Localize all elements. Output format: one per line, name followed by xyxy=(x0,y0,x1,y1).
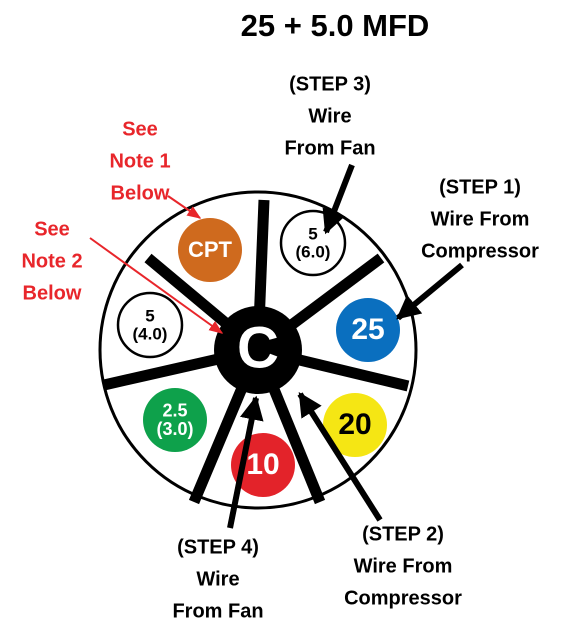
red-arrows xyxy=(89,195,224,334)
callout-label: Wire xyxy=(196,568,239,590)
terminal-label: 25 xyxy=(351,313,384,346)
callout-label: Note 2 xyxy=(21,250,82,272)
arrows xyxy=(227,163,464,529)
terminal-label: (6.0) xyxy=(296,242,331,261)
callout-label: From Fan xyxy=(284,137,375,159)
callout-label: Wire From xyxy=(431,208,530,230)
terminal xyxy=(336,298,400,362)
common-label: C xyxy=(237,315,279,380)
terminal-label: (3.0) xyxy=(156,419,193,439)
callout-label: Below xyxy=(23,282,82,304)
terminal xyxy=(143,388,207,452)
terminal xyxy=(116,291,184,359)
common-terminal xyxy=(214,306,302,394)
callout-label: (STEP 4) xyxy=(177,536,259,558)
terminal-label: 10 xyxy=(246,448,279,481)
terminal xyxy=(178,218,242,282)
title: 25 + 5.0 MFD xyxy=(241,8,430,43)
callout-label: Compressor xyxy=(344,587,462,609)
callout-label: See xyxy=(122,118,158,140)
callout-label: Below xyxy=(111,182,170,204)
terminal xyxy=(323,393,387,457)
terminal-label: 5 xyxy=(145,307,154,326)
callout-label: (STEP 1) xyxy=(439,176,521,198)
terminal-label: (4.0) xyxy=(133,324,168,343)
terminal-label: 20 xyxy=(338,408,371,441)
callout-label: Wire From xyxy=(354,555,453,577)
callout-label: From Fan xyxy=(172,600,263,618)
callout-label: See xyxy=(34,218,70,240)
terminal-label: 5 xyxy=(308,225,317,244)
terminal-label: CPT xyxy=(188,237,233,262)
callout-label: (STEP 2) xyxy=(362,523,444,545)
callout-label: Wire xyxy=(308,105,351,127)
callout-label: (STEP 3) xyxy=(289,73,371,95)
terminal-label: 2.5 xyxy=(162,400,187,420)
callout-label: Compressor xyxy=(421,240,539,262)
callout-label: Note 1 xyxy=(109,150,170,172)
